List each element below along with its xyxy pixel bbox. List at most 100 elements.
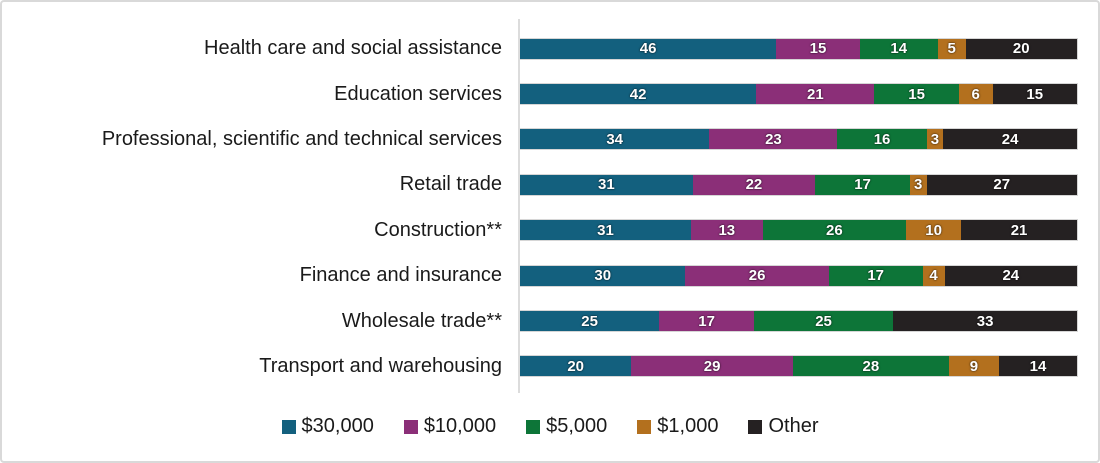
value-label: 26 [748, 267, 766, 285]
value-label: 34 [606, 130, 624, 148]
value-label: 13 [718, 221, 736, 239]
bar-segment-10000: 23 [709, 129, 838, 150]
bar-segment-10000: 15 [776, 38, 860, 59]
value-label: 23 [765, 130, 782, 148]
bar-segment-10000: 17 [659, 311, 754, 332]
value-label: 15 [809, 40, 827, 58]
bar-segment-5000: 17 [815, 174, 910, 195]
value-label: 17 [854, 176, 871, 194]
legend-swatch-10000 [403, 419, 418, 434]
value-label: 31 [597, 221, 614, 239]
bar-segment-10000: 26 [685, 265, 829, 286]
bar-segment-30000: 30 [520, 265, 686, 286]
bar-segment-other: 24 [944, 265, 1077, 286]
value-label: 15 [1026, 85, 1044, 103]
legend-swatch-other [748, 419, 763, 434]
category-label: Education services [334, 82, 502, 105]
category-label: Construction** [374, 218, 502, 241]
category-label: Transport and warehousing [259, 354, 502, 377]
value-label: 6 [971, 85, 980, 103]
bar-track: 30 26 17 4 24 [519, 264, 1078, 287]
bar-segment-30000: 42 [520, 84, 757, 105]
legend-swatch-30000 [281, 419, 296, 434]
value-label: 27 [993, 176, 1011, 194]
bar-segment-5000: 26 [762, 220, 907, 241]
bar-segment-1000: 10 [906, 220, 962, 241]
value-label: 24 [1001, 130, 1019, 148]
value-label: 25 [815, 312, 832, 330]
bar-segment-30000: 31 [520, 220, 691, 241]
value-label: 29 [703, 357, 721, 375]
bar-track: 20 29 28 9 14 [519, 355, 1078, 378]
chart-row: Construction** 31 13 26 10 21 [2, 208, 1098, 253]
value-label: 28 [862, 357, 880, 375]
bar-segment-other: 33 [893, 311, 1077, 332]
legend-swatch-5000 [526, 419, 541, 434]
value-label: 22 [745, 176, 763, 194]
bar-segment-1000: 3 [909, 174, 927, 195]
value-label: 21 [807, 85, 824, 103]
value-label: 4 [929, 267, 938, 285]
chart-row: Wholesale trade** 25 17 25 33 [2, 298, 1098, 343]
value-label: 10 [925, 221, 942, 239]
value-label: 20 [567, 357, 585, 375]
bar-segment-30000: 31 [520, 174, 693, 195]
legend-label: $5,000 [546, 415, 608, 438]
category-label: Finance and insurance [299, 264, 502, 287]
category-label: Retail trade [399, 173, 502, 196]
bar-segment-1000: 3 [926, 129, 944, 150]
bar-track: 25 17 25 33 [519, 310, 1078, 333]
bar-segment-other: 14 [998, 356, 1077, 377]
bar-segment-other: 21 [961, 220, 1077, 241]
legend-item-1000: $1,000 [637, 415, 718, 438]
legend-label: Other [768, 415, 819, 438]
bar-track: 42 21 15 6 15 [519, 83, 1078, 106]
value-label: 21 [1010, 221, 1028, 239]
value-label: 14 [1029, 357, 1047, 375]
bar-segment-other: 20 [965, 38, 1077, 59]
value-label: 16 [873, 130, 891, 148]
chart-row: Professional, scientific and technical s… [2, 117, 1098, 162]
legend: $30,000 $10,000 $5,000 $1,000 Other [2, 415, 1098, 438]
chart-row: Education services 42 21 15 6 15 [2, 71, 1098, 116]
value-label: 24 [1002, 267, 1020, 285]
value-label: 20 [1012, 40, 1030, 58]
legend-label: $30,000 [301, 415, 374, 438]
value-label: 17 [867, 267, 885, 285]
value-label: 33 [976, 312, 994, 330]
chart-row: Retail trade 31 22 17 3 27 [2, 162, 1098, 207]
category-label: Health care and social assistance [204, 37, 502, 60]
legend-item-10000: $10,000 [403, 415, 497, 438]
category-label: Wholesale trade** [341, 309, 502, 332]
bar-segment-5000: 15 [874, 84, 959, 105]
chart-row: Health care and social assistance 46 15 14 5… [2, 26, 1098, 71]
bar-segment-10000: 29 [631, 356, 793, 377]
bar-segment-30000: 25 [520, 311, 660, 332]
chart-row: Finance and insurance 30 26 17 4 24 [2, 253, 1098, 298]
bar-segment-other: 27 [926, 174, 1077, 195]
value-label: 5 [947, 40, 956, 58]
bar-segment-10000: 13 [690, 220, 763, 241]
value-label: 3 [914, 176, 923, 194]
bar-track: 31 13 26 10 21 [519, 219, 1078, 242]
bar-segment-10000: 21 [756, 84, 875, 105]
legend-item-other: Other [748, 415, 818, 438]
value-label: 46 [639, 40, 657, 58]
value-label: 9 [969, 357, 979, 375]
value-label: 30 [594, 267, 612, 285]
bar-segment-1000: 6 [958, 84, 993, 105]
value-label: 17 [698, 312, 715, 330]
value-label: 31 [597, 176, 615, 194]
legend-label: $1,000 [657, 415, 719, 438]
legend-swatch-1000 [637, 419, 652, 434]
bar-segment-5000: 14 [859, 38, 938, 59]
chart-row: Transport and warehousing 20 29 28 9 14 [2, 344, 1098, 389]
value-label: 25 [581, 312, 598, 330]
chart-rows: Health care and social assistance 46 15 14 5… [2, 18, 1098, 394]
category-label: Professional, scientific and technical s… [101, 127, 502, 150]
legend-item-30000: $30,000 [281, 415, 374, 438]
bar-segment-5000: 25 [753, 311, 894, 332]
value-label: 14 [890, 40, 908, 58]
bar-segment-other: 15 [992, 84, 1077, 105]
legend-label: $10,000 [423, 415, 497, 438]
